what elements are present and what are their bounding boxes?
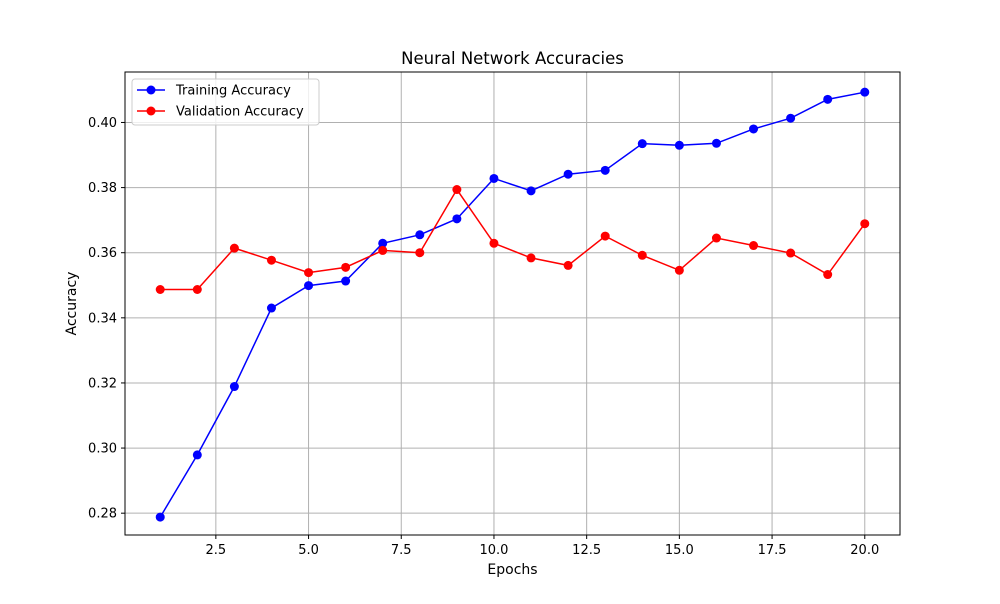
data-point-validation bbox=[637, 250, 647, 260]
legend-label-validation: Validation Accuracy bbox=[176, 105, 304, 120]
data-point-training bbox=[192, 450, 202, 460]
data-point-validation bbox=[674, 265, 684, 275]
grid-layer bbox=[125, 72, 900, 535]
data-point-training bbox=[304, 281, 314, 291]
data-point-training bbox=[415, 230, 425, 240]
y-tick-label: 0.38 bbox=[88, 181, 117, 196]
y-axis-label: Accuracy bbox=[64, 272, 80, 336]
data-point-validation bbox=[563, 260, 573, 270]
data-point-training bbox=[711, 138, 721, 148]
data-point-training bbox=[378, 238, 388, 248]
chart-title: Neural Network Accuracies bbox=[401, 49, 624, 68]
data-point-training bbox=[266, 303, 276, 313]
data-point-validation bbox=[452, 185, 462, 195]
data-point-training bbox=[860, 87, 870, 97]
y-tick-label: 0.34 bbox=[88, 311, 117, 326]
data-point-validation bbox=[749, 241, 759, 251]
data-point-training bbox=[526, 186, 536, 196]
y-tick-label: 0.28 bbox=[88, 507, 117, 522]
x-tick-label: 17.5 bbox=[758, 543, 787, 558]
data-point-training bbox=[341, 276, 351, 286]
data-point-validation bbox=[229, 243, 239, 253]
data-point-training bbox=[749, 124, 759, 134]
legend-marker-validation bbox=[146, 106, 156, 116]
data-point-validation bbox=[786, 248, 796, 258]
data-point-validation bbox=[155, 284, 165, 294]
data-point-validation bbox=[304, 268, 314, 278]
series-line-training bbox=[159, 91, 865, 518]
data-point-training bbox=[155, 512, 165, 522]
data-point-validation bbox=[711, 233, 721, 243]
data-point-validation bbox=[415, 248, 425, 258]
x-tick-label: 10.0 bbox=[479, 543, 508, 558]
x-tick-label: 15.0 bbox=[665, 543, 694, 558]
data-point-validation bbox=[823, 270, 833, 280]
x-tick-label: 20.0 bbox=[850, 543, 879, 558]
legend-box bbox=[131, 78, 320, 126]
data-point-training bbox=[786, 113, 796, 123]
data-point-validation bbox=[378, 245, 388, 255]
data-point-validation bbox=[526, 253, 536, 263]
x-tick-label: 12.5 bbox=[572, 543, 601, 558]
data-point-training bbox=[563, 169, 573, 179]
x-tick-label: 7.5 bbox=[391, 543, 412, 558]
x-tick-label: 2.5 bbox=[206, 543, 227, 558]
x-tick-label: 5.0 bbox=[298, 543, 319, 558]
series-line-validation bbox=[160, 188, 866, 291]
series-layer bbox=[155, 87, 870, 522]
data-point-training bbox=[674, 140, 684, 150]
data-point-validation bbox=[860, 219, 870, 229]
legend: Training Accuracy Validation Accuracy bbox=[131, 78, 320, 126]
y-tick-label: 0.32 bbox=[88, 376, 117, 391]
y-tick-label: 0.30 bbox=[88, 442, 117, 457]
data-point-training bbox=[600, 165, 610, 175]
data-point-validation bbox=[489, 238, 499, 248]
data-point-validation bbox=[341, 262, 351, 272]
data-point-validation bbox=[600, 231, 610, 241]
data-point-validation bbox=[192, 284, 202, 294]
data-point-training bbox=[489, 173, 499, 183]
x-axis-label: Epochs bbox=[487, 562, 537, 578]
data-point-training bbox=[452, 214, 462, 224]
y-tick-label: 0.36 bbox=[88, 246, 117, 261]
data-point-training bbox=[637, 139, 647, 149]
legend-label-training: Training Accuracy bbox=[175, 84, 291, 99]
legend-marker-training bbox=[146, 85, 156, 95]
tick-layer: 2.5 5.0 7.5 10.0 12.5 15.0 17.5 20.0 0.28 0.30 0.3… bbox=[88, 116, 879, 558]
data-point-training bbox=[229, 382, 239, 392]
y-tick-label: 0.40 bbox=[88, 116, 117, 131]
data-point-training bbox=[823, 94, 833, 104]
plot-area-frame bbox=[124, 71, 901, 536]
data-point-validation bbox=[266, 255, 276, 265]
